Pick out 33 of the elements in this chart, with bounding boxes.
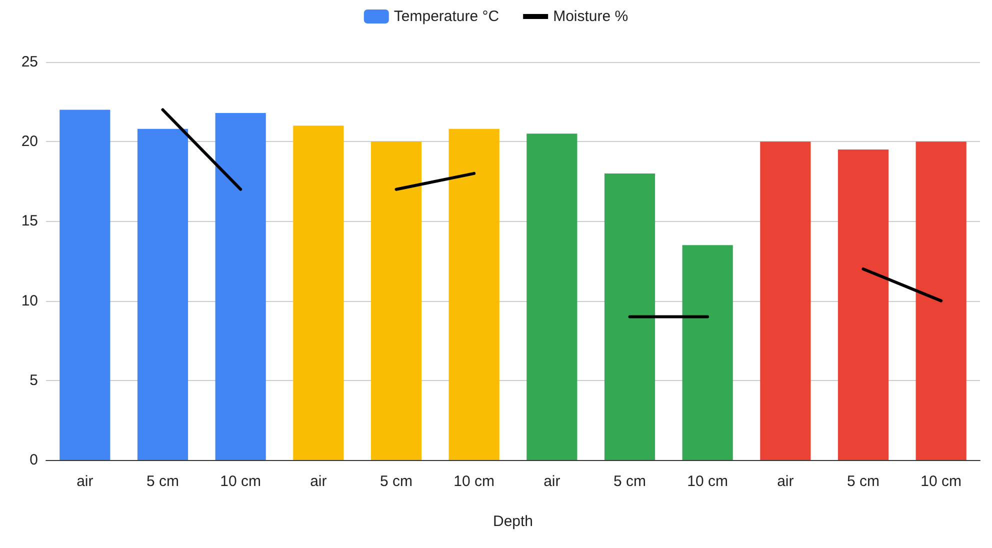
y-tick-label: 10 (21, 292, 38, 310)
x-tick-label: air (76, 473, 94, 490)
bar (916, 142, 966, 460)
x-tick-label: 5 cm (146, 473, 180, 490)
x-axis-title: Depth (492, 513, 534, 530)
x-tick-label: 5 cm (846, 473, 880, 490)
x-tick-label: 10 cm (687, 473, 728, 490)
x-tick-label: air (777, 473, 794, 490)
bar (370, 142, 422, 460)
y-tick-label: 0 (30, 452, 38, 468)
x-tick-label: 5 cm (380, 473, 413, 490)
y-tick-label: 5 (30, 372, 38, 389)
bar (137, 128, 188, 460)
x-tick-label: air (544, 473, 560, 490)
bar (526, 134, 578, 460)
legend-label: Temperature °C (394, 8, 500, 25)
y-tick-label: 15 (21, 212, 38, 230)
bar (838, 150, 889, 460)
x-tick-label: 5 cm (613, 473, 646, 490)
x-tick-label: air (310, 473, 327, 490)
x-tick-label: 10 cm (454, 473, 495, 490)
y-tick-label: 25 (21, 54, 38, 70)
legend-label: Moisture % (553, 8, 628, 25)
x-tick-label: 10 cm (220, 473, 262, 490)
bar (60, 110, 110, 460)
bar (448, 128, 500, 460)
y-tick-label: 20 (21, 133, 38, 150)
bar (682, 245, 733, 460)
bar (215, 112, 266, 460)
bar (604, 173, 656, 460)
x-tick-label: 10 cm (920, 473, 962, 490)
bar (760, 142, 811, 460)
bar (293, 126, 344, 460)
